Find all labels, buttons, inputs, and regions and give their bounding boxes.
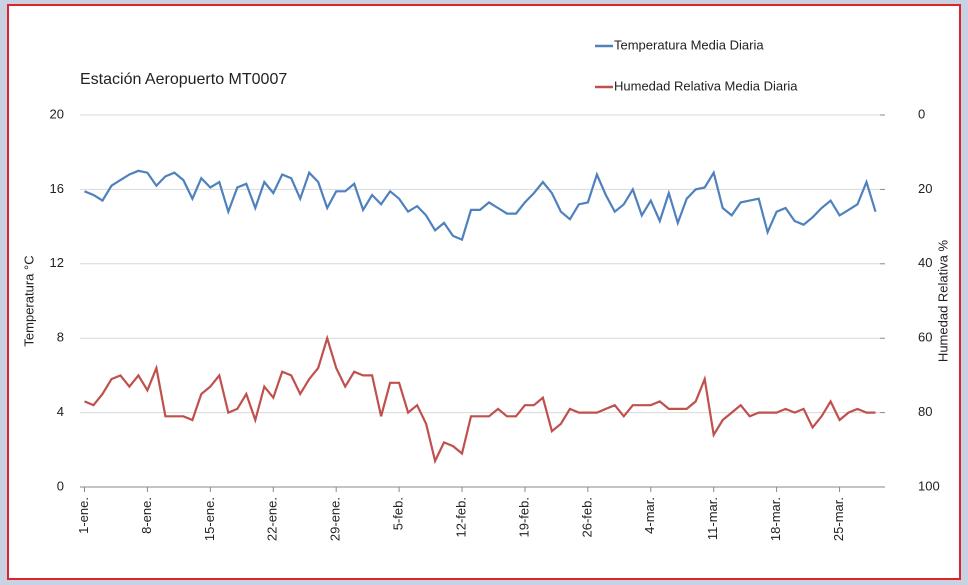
y2-tick-label: 80: [918, 404, 932, 419]
series-line: [84, 334, 876, 465]
y2-tick-label: 60: [918, 330, 932, 345]
y-tick-label: 8: [57, 330, 64, 345]
y-tick-label: 12: [50, 255, 64, 270]
legend-label: Temperatura Media Diaria: [614, 37, 764, 52]
x-tick-label: 19-feb.: [516, 497, 531, 537]
y-tick-label: 4: [57, 404, 64, 419]
y2-tick-label: 0: [918, 106, 925, 121]
x-tick-label: 12-feb.: [453, 497, 468, 537]
legend-label: Humedad Relativa Media Diaria: [614, 78, 798, 93]
chart-title: Estación Aeropuerto MT0007: [80, 71, 287, 88]
y-axis-label: Temperatura °C: [21, 255, 36, 346]
y2-tick-label: 20: [918, 181, 932, 196]
series-line: [84, 169, 877, 242]
x-tick-label: 1-ene.: [76, 497, 91, 534]
x-tick-label: 18-mar.: [768, 497, 783, 541]
x-tick-label: 8-ene.: [139, 497, 154, 534]
y-tick-label: 20: [50, 106, 64, 121]
y-tick-label: 16: [50, 181, 64, 196]
x-tick-label: 11-mar.: [705, 497, 720, 540]
x-tick-label: 25-mar.: [831, 497, 846, 541]
y2-axis-label: Humedad Relativa %: [935, 240, 950, 363]
y-tick-label: 0: [57, 478, 64, 493]
chart-frame: [7, 4, 961, 580]
y2-tick-label: 100: [918, 478, 940, 493]
x-tick-label: 5-feb.: [391, 497, 406, 530]
x-tick-label: 26-feb.: [579, 497, 594, 537]
x-tick-label: 4-mar.: [642, 497, 657, 534]
x-tick-label: 15-ene.: [202, 497, 217, 541]
x-tick-label: 22-ene.: [265, 497, 280, 541]
y2-tick-label: 40: [918, 255, 932, 270]
x-tick-label: 29-ene.: [328, 497, 343, 541]
